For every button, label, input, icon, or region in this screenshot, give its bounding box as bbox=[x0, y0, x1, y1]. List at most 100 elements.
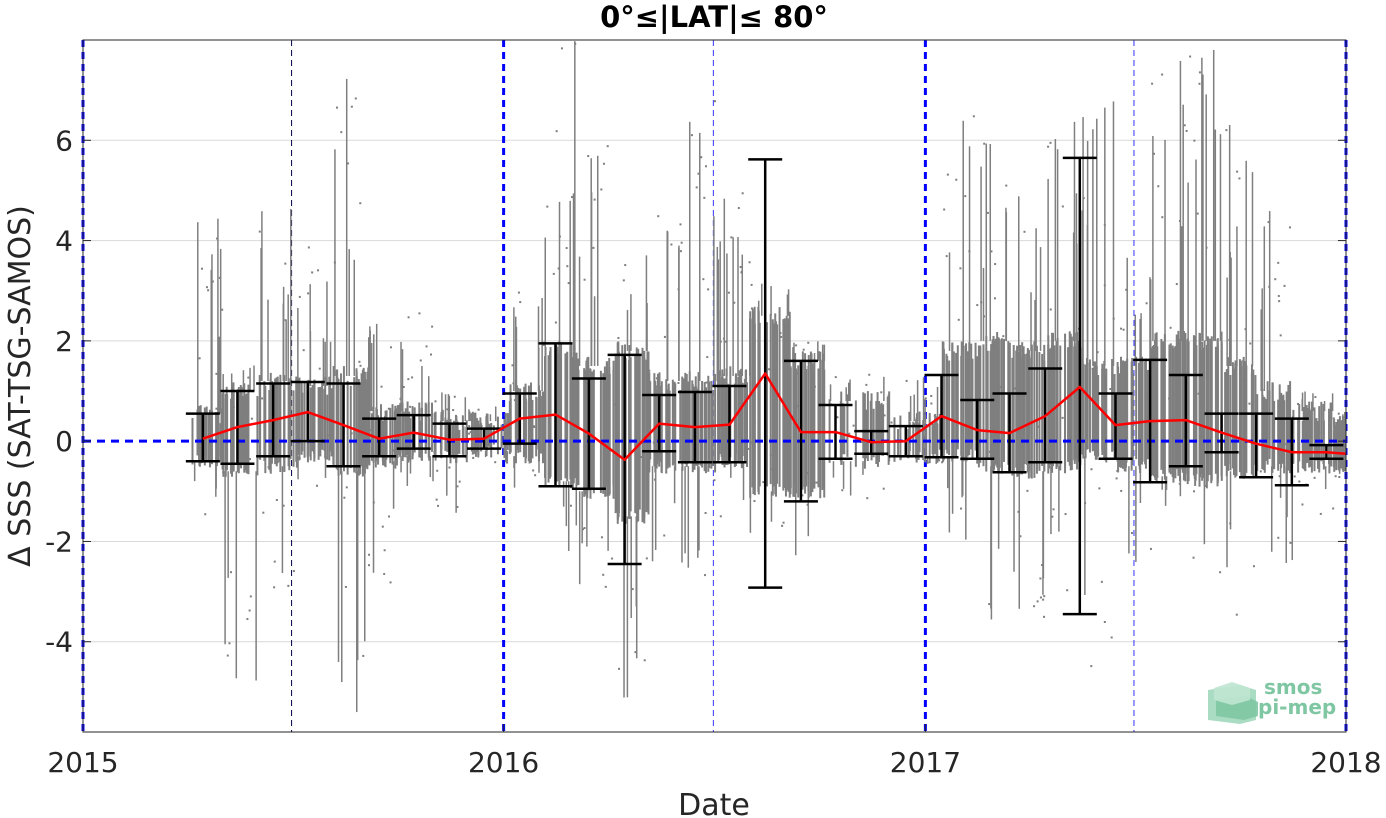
scatter-column bbox=[500, 424, 503, 449]
scatter-spike bbox=[515, 316, 517, 392]
scatter-column bbox=[908, 411, 911, 458]
scatter-column bbox=[1209, 338, 1212, 475]
scatter-point bbox=[707, 288, 710, 291]
scatter-spike bbox=[227, 471, 229, 578]
scatter-column bbox=[1277, 399, 1280, 471]
scatter-spike bbox=[215, 461, 217, 497]
scatter-point bbox=[261, 397, 264, 400]
scatter-point bbox=[1174, 364, 1177, 367]
scatter-point bbox=[679, 250, 682, 253]
scatter-point bbox=[347, 162, 350, 165]
scatter-spike bbox=[448, 400, 450, 422]
scatter-spike bbox=[673, 466, 676, 504]
scatter-spike bbox=[989, 144, 992, 341]
scatter-column bbox=[401, 417, 404, 462]
scatter-column bbox=[313, 382, 316, 453]
scatter-column bbox=[1131, 373, 1134, 460]
scatter-spike bbox=[578, 491, 581, 585]
scatter-column bbox=[1309, 415, 1312, 467]
scatter-column bbox=[575, 352, 578, 487]
x-tick-label: 2016 bbox=[468, 746, 539, 779]
scatter-column bbox=[1093, 361, 1096, 451]
scatter-column bbox=[718, 370, 721, 455]
scatter-column bbox=[1120, 370, 1123, 468]
scatter-column bbox=[614, 353, 617, 511]
scatter-spike bbox=[464, 397, 467, 422]
scatter-spike bbox=[421, 365, 423, 412]
scatter-spike bbox=[807, 491, 810, 537]
scatter-spike bbox=[373, 334, 375, 412]
scatter-column bbox=[1085, 357, 1088, 450]
scatter-spike bbox=[1342, 414, 1344, 427]
scatter-column bbox=[935, 416, 938, 460]
scatter-column bbox=[955, 352, 958, 459]
scatter-spike bbox=[210, 269, 212, 414]
scatter-column bbox=[1160, 338, 1163, 470]
scatter-point bbox=[960, 507, 963, 510]
scatter-point bbox=[679, 223, 682, 226]
scatter-spike bbox=[447, 394, 450, 422]
scatter-point bbox=[456, 485, 459, 488]
scatter-column bbox=[1069, 333, 1072, 471]
scatter-point bbox=[298, 295, 301, 298]
scatter-column bbox=[1238, 359, 1241, 473]
scatter-point bbox=[618, 667, 621, 670]
scatter-point bbox=[622, 279, 625, 282]
scatter-spike bbox=[484, 451, 487, 458]
logo-mark-icon bbox=[1208, 682, 1258, 724]
scatter-column bbox=[1283, 400, 1286, 474]
scatter-spike bbox=[1340, 420, 1343, 427]
scatter-point bbox=[797, 405, 800, 408]
scatter-spike bbox=[1072, 232, 1075, 341]
scatter-column bbox=[362, 367, 365, 475]
scatter-column bbox=[637, 348, 640, 522]
scatter-column bbox=[744, 370, 747, 460]
scatter-spike bbox=[1323, 400, 1326, 412]
scatter-point bbox=[1100, 580, 1103, 583]
scatter-point bbox=[836, 416, 839, 419]
scatter-column bbox=[1292, 409, 1295, 464]
scatter-point bbox=[880, 391, 883, 394]
scatter-spike bbox=[982, 267, 985, 341]
scatter-point bbox=[1289, 541, 1292, 544]
scatter-spike bbox=[862, 461, 864, 475]
scatter-point bbox=[631, 588, 634, 591]
scatter-column bbox=[970, 343, 973, 450]
scatter-spike bbox=[309, 284, 311, 386]
scatter-column bbox=[634, 354, 637, 513]
scatter-spike bbox=[427, 376, 430, 412]
scatter-point bbox=[737, 207, 740, 210]
scatter-column bbox=[475, 418, 478, 453]
scatter-point bbox=[469, 431, 472, 434]
scatter-point bbox=[267, 466, 270, 469]
scatter-point bbox=[217, 433, 220, 436]
scatter-column bbox=[606, 361, 609, 497]
scatter-spike bbox=[1203, 481, 1206, 545]
scatter-point bbox=[719, 340, 722, 343]
scatter-point bbox=[882, 487, 885, 490]
scatter-spike bbox=[1050, 466, 1052, 535]
scatter-column bbox=[301, 392, 304, 452]
scatter-point bbox=[1039, 577, 1042, 580]
scatter-spike bbox=[297, 307, 299, 386]
scatter-column bbox=[942, 343, 945, 462]
scatter-column bbox=[960, 355, 963, 456]
scatter-column bbox=[1026, 348, 1029, 473]
scatter-point bbox=[1005, 184, 1008, 187]
scatter-column bbox=[1048, 349, 1051, 469]
scatter-column bbox=[225, 386, 228, 468]
scatter-spike bbox=[1226, 471, 1228, 568]
scatter-column bbox=[1122, 360, 1125, 469]
scatter-column bbox=[685, 374, 688, 467]
scatter-spike bbox=[513, 307, 515, 392]
scatter-point bbox=[409, 405, 412, 408]
scatter-point bbox=[1277, 294, 1280, 297]
scatter-column bbox=[1288, 400, 1291, 474]
scatter-point bbox=[468, 432, 471, 435]
scatter-spike bbox=[345, 78, 348, 376]
scatter-column bbox=[232, 382, 235, 465]
scatter-column bbox=[394, 421, 397, 469]
scatter-point bbox=[750, 441, 753, 444]
scatter-column bbox=[1297, 417, 1300, 473]
scatter-point bbox=[905, 379, 908, 382]
